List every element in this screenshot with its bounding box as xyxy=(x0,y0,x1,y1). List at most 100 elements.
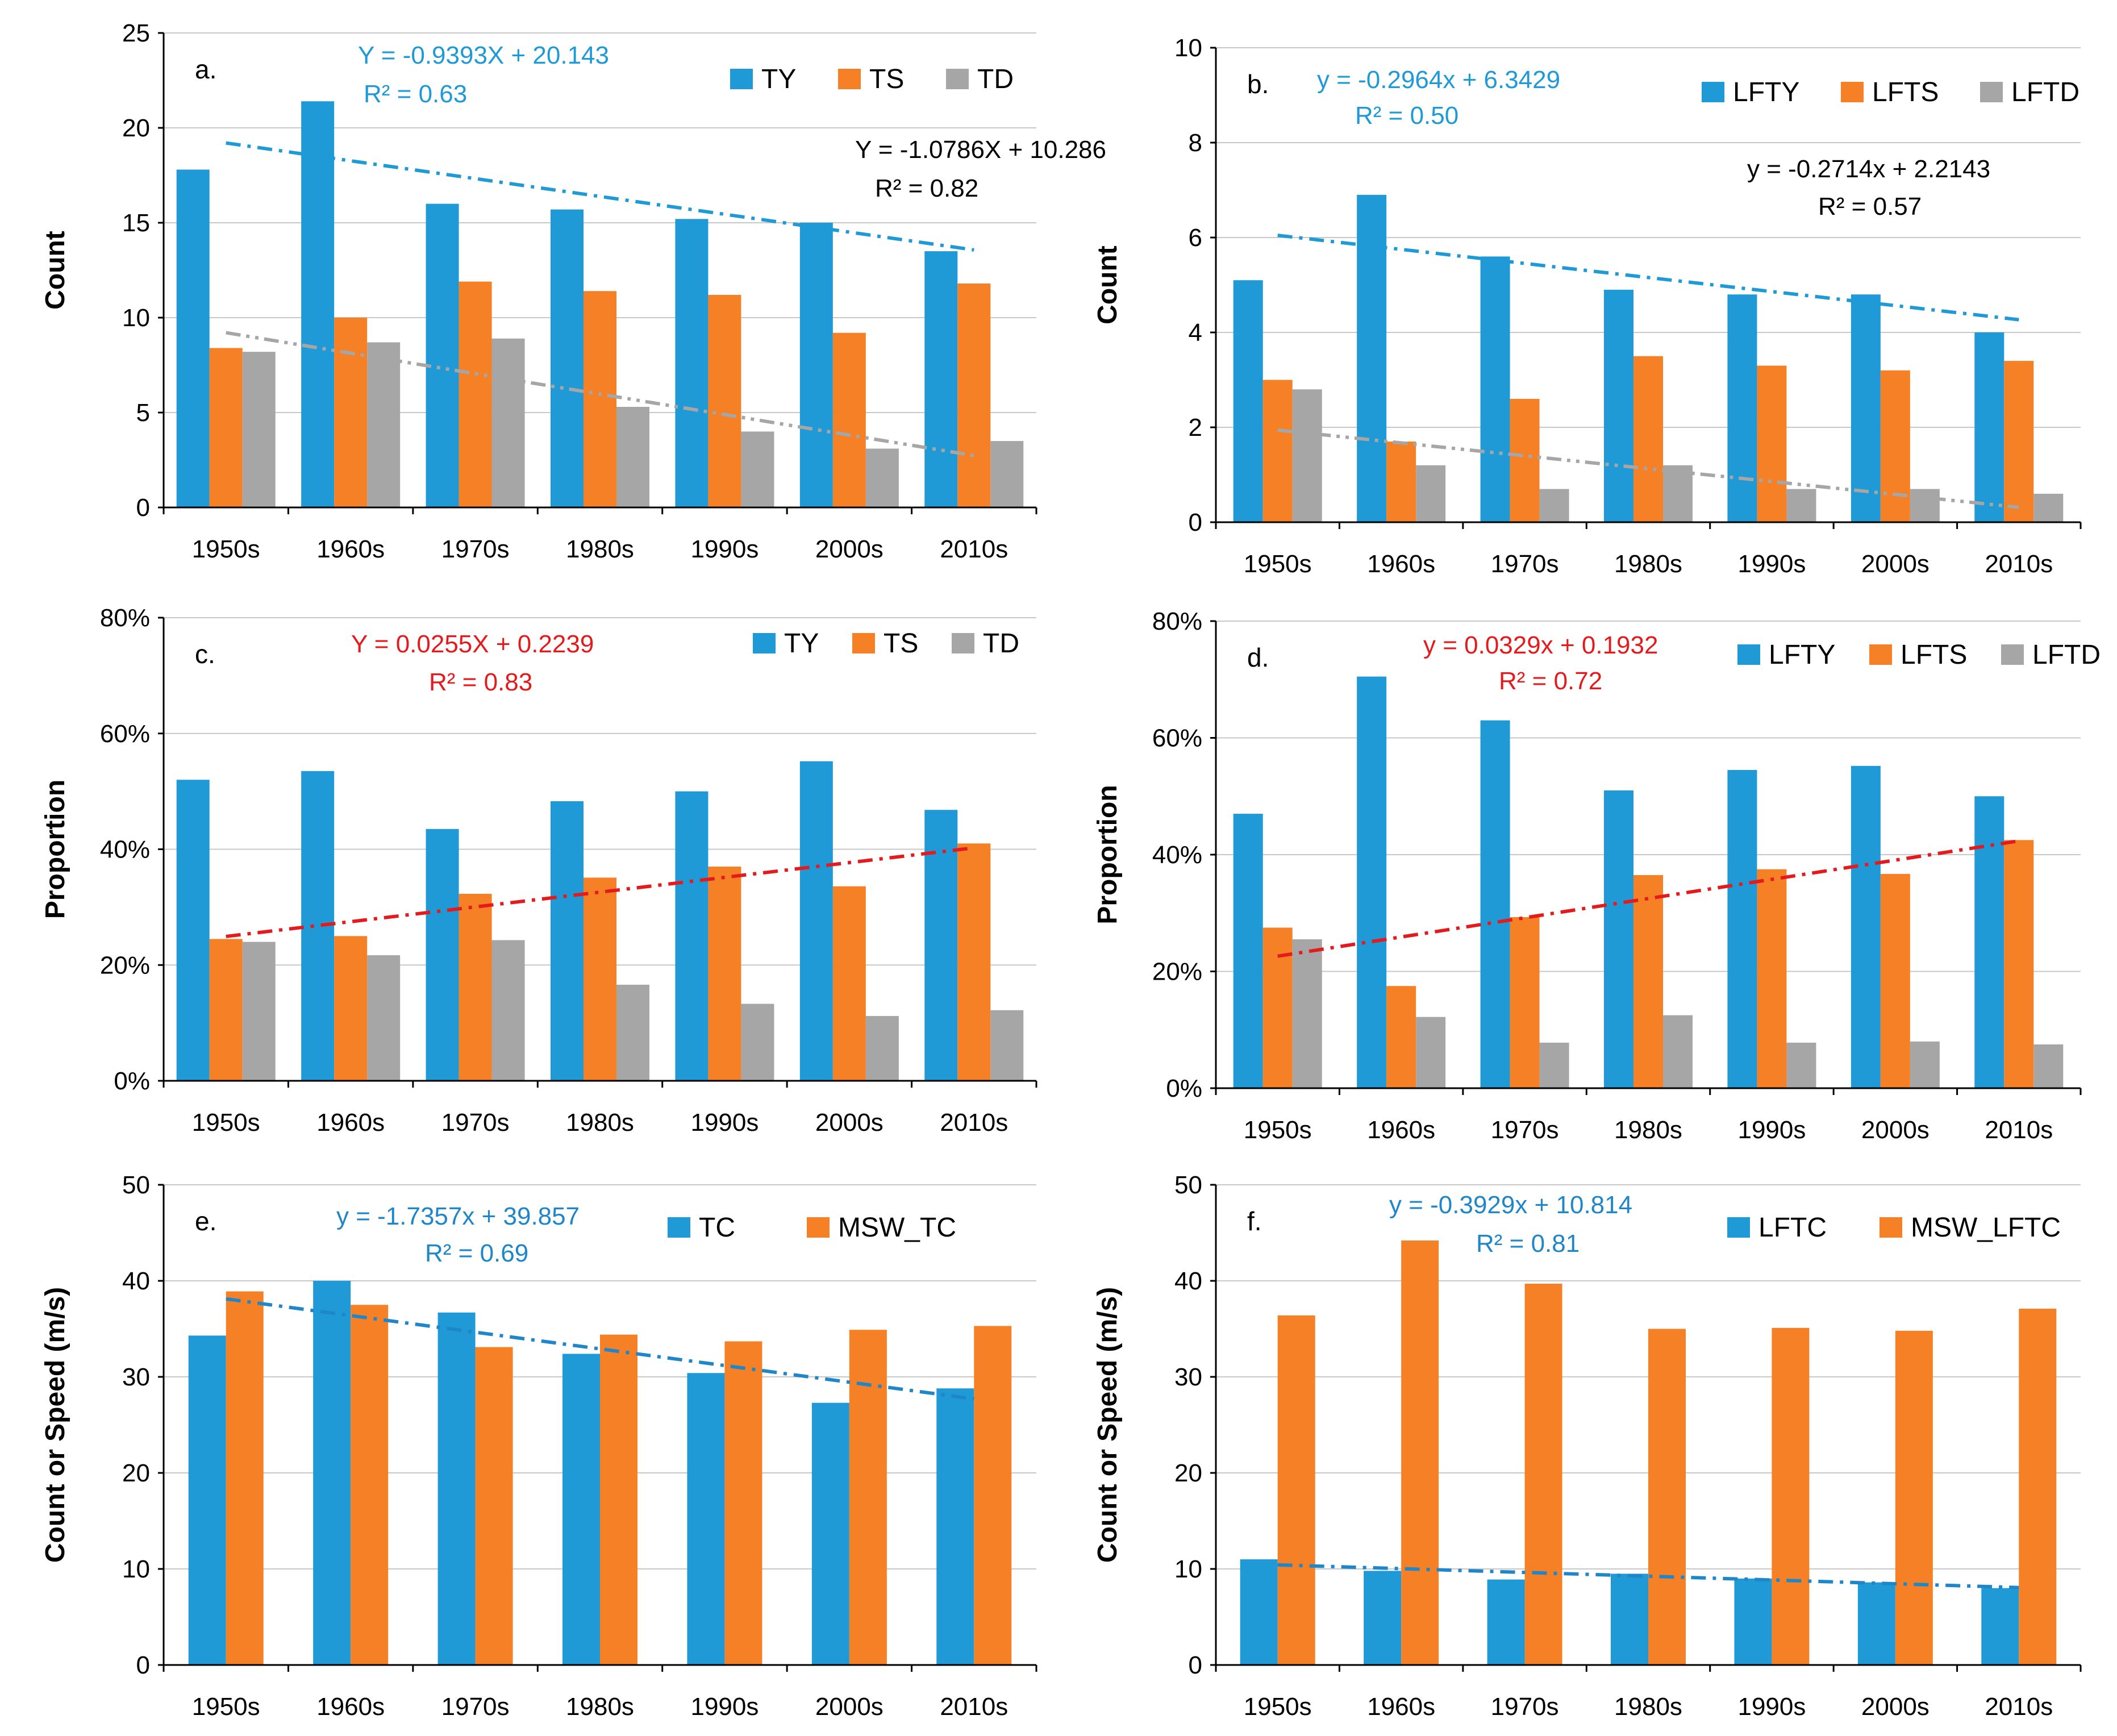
bar-lfty-2000s xyxy=(1851,765,1881,1088)
bar-lftd-1990s xyxy=(1786,489,1816,522)
bar-msw_lftc-1960s xyxy=(1401,1240,1439,1665)
x-tick-label: 1980s xyxy=(566,1109,634,1136)
bar-ty-1960s xyxy=(301,101,335,508)
x-tick-label: 1990s xyxy=(690,1109,759,1136)
bar-ts-1950s xyxy=(209,348,243,507)
x-tick-label: 1970s xyxy=(441,1693,510,1721)
y-tick-label: 0% xyxy=(1166,1075,1202,1102)
bar-ty-1980s xyxy=(551,209,584,507)
x-tick-label: 1980s xyxy=(1614,1116,1682,1144)
x-tick-label: 2000s xyxy=(1861,550,1930,578)
legend-swatch-lfts xyxy=(1841,82,1864,102)
bar-msw_tc-1970s xyxy=(475,1347,513,1665)
bar-ts-2000s xyxy=(832,332,866,507)
bar-ty-2000s xyxy=(799,761,833,1081)
y-tick-label: 20% xyxy=(100,951,150,979)
bar-lftd-1980s xyxy=(1663,1015,1693,1088)
bar-ts-1980s xyxy=(584,291,616,507)
bar-td-1960s xyxy=(367,955,401,1081)
x-tick-label: 1950s xyxy=(192,1693,260,1721)
x-tick-label: 2000s xyxy=(815,1109,884,1136)
bar-td-1950s xyxy=(242,942,276,1081)
trend-equation: y = -0.3929x + 10.814 xyxy=(1389,1191,1632,1219)
x-tick-label: 1960s xyxy=(316,535,385,563)
bar-td-2010s xyxy=(990,441,1024,507)
bar-lftc-2010s xyxy=(1981,1588,2019,1665)
bar-lfty-1980s xyxy=(1604,790,1633,1088)
y-axis-label: Proportion xyxy=(40,780,70,919)
bar-td-1970s xyxy=(491,940,525,1081)
bar-ty-2010s xyxy=(924,251,958,507)
chart-panel-1: 0 5 10 15 20 25 Y = -0.9393X + 20.143 R² = 0.63… xyxy=(40,19,1106,563)
bar-lfts-1960s xyxy=(1386,986,1416,1088)
bar-td-1950s xyxy=(242,352,276,507)
chart-panel-3: 0% 20% 40% 60% 80% Y = 0.0255X + 0.2239 R² = 0… xyxy=(40,604,1037,1136)
y-tick-label: 0 xyxy=(1189,509,1202,536)
bar-lfts-1950s xyxy=(1262,927,1293,1088)
legend-label: TS xyxy=(869,64,904,94)
panel-label: c. xyxy=(195,639,215,669)
bar-ts-1990s xyxy=(708,294,741,507)
bar-lfty-1960s xyxy=(1357,194,1387,523)
trend-r2: R² = 0.63 xyxy=(364,80,467,108)
bar-lfts-1970s xyxy=(1510,917,1540,1088)
bar-lftd-1990s xyxy=(1786,1042,1816,1088)
bar-ty-1990s xyxy=(675,791,709,1081)
legend-label: TS xyxy=(884,628,918,659)
legend-label: TD xyxy=(977,64,1014,94)
bar-lfty-1990s xyxy=(1727,294,1757,522)
bar-lfts-1980s xyxy=(1633,875,1663,1088)
y-tick-label: 8 xyxy=(1189,129,1202,157)
panel-label: f. xyxy=(1247,1206,1262,1236)
bar-ts-2000s xyxy=(832,886,866,1081)
legend-swatch-ty xyxy=(753,633,776,653)
x-tick-label: 1950s xyxy=(1244,1693,1312,1721)
chart-panel-4: 0% 20% 40% 60% 80% y = 0.0329x + 0.1932 R² = 0… xyxy=(1093,607,2101,1144)
bar-lfty-1980s xyxy=(1604,289,1633,522)
y-tick-label: 0 xyxy=(136,494,150,522)
y-tick-label: 0 xyxy=(136,1651,150,1679)
bar-lftc-2000s xyxy=(1857,1582,1895,1665)
bar-msw_lftc-1970s xyxy=(1524,1284,1562,1665)
y-tick-label: 80% xyxy=(100,604,150,632)
bar-lfts-2000s xyxy=(1880,370,1910,522)
trend-r2: R² = 0.57 xyxy=(1818,193,1922,220)
bar-tc-1980s xyxy=(562,1354,600,1665)
trendline-eqBlue xyxy=(1277,1563,2019,1589)
x-tick-label: 2000s xyxy=(1861,1693,1930,1721)
legend-label: TD xyxy=(983,628,1019,659)
bar-msw_tc-1960s xyxy=(351,1305,389,1665)
bar-tc-1960s xyxy=(313,1281,351,1665)
bar-tc-2010s xyxy=(936,1388,974,1665)
bar-lfts-1990s xyxy=(1757,365,1787,522)
x-tick-label: 2010s xyxy=(1985,550,2053,578)
trendline-gray xyxy=(226,331,974,457)
x-tick-label: 2010s xyxy=(940,1693,1008,1721)
bar-msw_tc-1950s xyxy=(226,1291,264,1665)
legend-swatch-lftc xyxy=(1727,1217,1750,1238)
panel-label: d. xyxy=(1247,643,1269,672)
panel-label: e. xyxy=(195,1206,216,1236)
legend-label: TY xyxy=(784,628,819,659)
trend-equation: Y = -1.0786X + 10.286 xyxy=(855,136,1106,164)
trend-equation: y = -0.2714x + 2.2143 xyxy=(1747,155,1990,183)
legend-swatch-msw_lftc xyxy=(1880,1217,1902,1238)
x-tick-label: 1990s xyxy=(1737,550,1806,578)
legend-label: LFTY xyxy=(1769,640,1835,670)
x-tick-label: 1970s xyxy=(1491,1693,1559,1721)
x-tick-label: 2000s xyxy=(1861,1116,1930,1144)
bar-td-2000s xyxy=(865,1015,899,1081)
bar-td-1970s xyxy=(491,338,525,507)
bar-lftd-2010s xyxy=(2033,1044,2064,1088)
legend-swatch-td xyxy=(952,633,974,653)
legend-label: LFTS xyxy=(1901,640,1967,670)
bar-ts-1950s xyxy=(209,939,243,1081)
x-tick-label: 1980s xyxy=(1614,1693,1682,1721)
bar-lfty-2010s xyxy=(1974,332,2005,522)
trend-r2: R² = 0.83 xyxy=(429,668,532,696)
trend-r2: R² = 0.81 xyxy=(1476,1230,1580,1258)
legend-swatch-lfty xyxy=(1702,82,1724,102)
bar-ts-1990s xyxy=(708,867,741,1081)
trend-r2: R² = 0.72 xyxy=(1499,667,1602,695)
bar-lftc-1980s xyxy=(1611,1573,1648,1665)
